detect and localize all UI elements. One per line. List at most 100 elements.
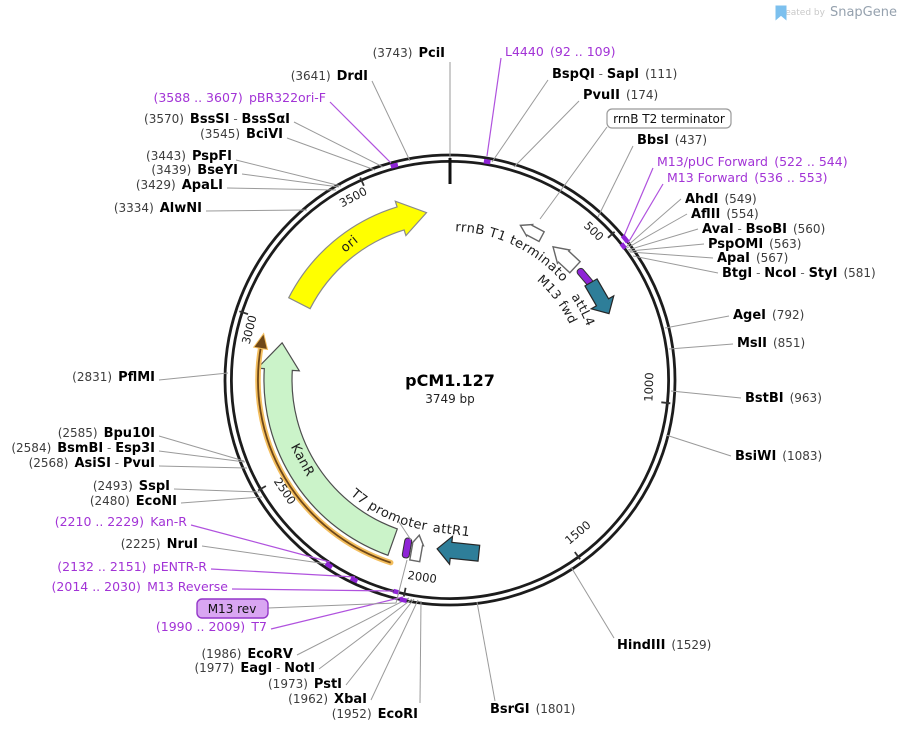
- primer-site-mark-T7[interactable]: [399, 597, 408, 604]
- enzyme-label-MslI[interactable]: MslI (851): [737, 336, 805, 351]
- enzyme-label-BsiWI[interactable]: BsiWI (1083): [735, 449, 822, 464]
- connector-line-PvuII: [513, 100, 580, 168]
- feature-attr1[interactable]: [436, 534, 481, 567]
- primer-label-M13-pUC-Forward[interactable]: M13/pUC Forward (522 .. 544): [657, 154, 848, 169]
- enzyme-label-PstI[interactable]: (1973) PstI: [268, 677, 342, 692]
- primer-line-M13-Reverse: [231, 588, 394, 592]
- connector-line-EcoRV: [296, 597, 410, 656]
- enzyme-label-HindIII[interactable]: HindIII (1529): [617, 638, 711, 653]
- enzyme-label-BssSI-BssS-I[interactable]: (3570) BssSI - BssSαI: [144, 112, 290, 127]
- connector-line-Bpu10I: [158, 435, 245, 462]
- connector-line-NruI: [201, 545, 328, 565]
- primer-line-T7: [270, 596, 404, 630]
- primer-label-M13-Reverse[interactable]: (2014 .. 2030) M13 Reverse: [52, 579, 229, 594]
- primer-site-mark-L4440[interactable]: [483, 158, 491, 165]
- connector-line-BtgI-NcoI-StyI: [632, 255, 719, 274]
- feature-attl4[interactable]: [580, 276, 621, 320]
- connector-line-BciVI: [286, 137, 376, 171]
- enzyme-label-PflMI[interactable]: (2831) PflMI: [72, 370, 155, 385]
- m13-rev-primer-glyph[interactable]: [401, 537, 413, 559]
- enzyme-label-ApaI[interactable]: ApaI (567): [717, 251, 788, 266]
- enzyme-label-BciVI[interactable]: (3545) BciVI: [200, 127, 283, 142]
- enzyme-label-PspOMI[interactable]: PspOMI (563): [708, 237, 801, 252]
- enzyme-label-BsmBI-Esp3I[interactable]: (2584) BsmBI - Esp3I: [11, 441, 155, 456]
- primer-label-T7[interactable]: (1990 .. 2009) T7: [156, 619, 267, 634]
- connector-line-BbsI: [597, 145, 634, 218]
- connector-line-MslI: [668, 343, 734, 350]
- enzyme-label-AgeI[interactable]: AgeI (792): [733, 308, 804, 323]
- rrnb-t1-terminator-glyph[interactable]: [547, 240, 582, 274]
- tick-label-2000: 2000: [407, 568, 438, 586]
- primer-line-Kan-R: [190, 524, 331, 563]
- m13-rev-box-label[interactable]: M13 rev: [208, 602, 257, 616]
- rrnb-t2-terminator-glyph[interactable]: [517, 220, 546, 243]
- primer-site-mark-pBR322ori-F[interactable]: [390, 162, 399, 169]
- enzyme-label-PspFI[interactable]: (3443) PspFI: [146, 149, 232, 164]
- tick-1000: [661, 401, 671, 405]
- connector-line-AgeI: [664, 315, 730, 329]
- enzyme-label-DrdI[interactable]: (3641) DrdI: [291, 69, 368, 84]
- enzyme-label-AlwNI[interactable]: (3334) AlwNI: [114, 201, 202, 216]
- rrnb-t2-terminator-box-label[interactable]: rrnB T2 terminator: [613, 112, 725, 126]
- enzyme-label-EagI-NotI[interactable]: (1977) EagI - NotI: [194, 661, 315, 676]
- enzyme-label-EcoRV[interactable]: (1986) EcoRV: [202, 647, 294, 662]
- connector-line-BspQI-SapI: [491, 79, 549, 163]
- enzyme-label-SspI[interactable]: (2493) SspI: [93, 479, 170, 494]
- connector-line-BsiWI: [665, 434, 732, 457]
- primer-line-M13-Forward: [627, 183, 664, 244]
- watermark: Created by SnapGene: [775, 5, 897, 21]
- enzyme-label-AsiSI-PvuI[interactable]: (2568) AsiSI - PvuI: [29, 456, 155, 471]
- rrnb-t2-terminator-box[interactable]: [606, 108, 732, 129]
- enzyme-label-BbsI[interactable]: BbsI (437): [637, 133, 707, 148]
- enzyme-label-Bpu10I[interactable]: (2585) Bpu10I: [58, 426, 155, 441]
- primer-label-pENTR-R[interactable]: (2132 .. 2151) pENTR-R: [57, 559, 207, 574]
- primer-label-Kan-R[interactable]: (2210 .. 2229) Kan-R: [55, 514, 188, 529]
- enzyme-label-EcoNI[interactable]: (2480) EcoNI: [90, 494, 177, 509]
- enzyme-label-BsrGI[interactable]: BsrGI (1801): [490, 702, 575, 717]
- primer-label-pBR322ori-F[interactable]: (3588 .. 3607) pBR322ori-F: [153, 90, 326, 105]
- enzyme-label-BstBI[interactable]: BstBI (963): [745, 391, 822, 406]
- enzyme-label-PvuII[interactable]: PvuII (174): [583, 88, 658, 103]
- tick-3500: [359, 177, 365, 187]
- feature-ori[interactable]: [287, 200, 428, 310]
- tick-2000: [402, 587, 407, 597]
- enzyme-label-AvaI-BsoBI[interactable]: AvaI - BsoBI (560): [702, 222, 825, 237]
- enzyme-label-BtgI-NcoI-StyI[interactable]: BtgI - NcoI - StyI (581): [722, 266, 876, 281]
- feature-kanr-outline-arrowhead: [252, 332, 269, 351]
- connector-line-AsiSI-PvuI: [158, 465, 248, 469]
- connector-line-BsrGI: [476, 601, 496, 702]
- enzyme-label-AflII[interactable]: AflII (554): [691, 207, 759, 222]
- tick-1500: [574, 551, 581, 560]
- primer-line-pENTR-R: [210, 568, 356, 578]
- watermark-brand: SnapGene: [829, 5, 897, 20]
- tick-3000: [239, 310, 249, 315]
- connector-line-AhdI: [625, 198, 682, 248]
- enzyme-label-AhdI[interactable]: AhdI (549): [685, 192, 757, 207]
- primer-site-mark-M13-Reverse[interactable]: [392, 588, 400, 595]
- primer-line-M13-pUC-Forward: [623, 167, 654, 237]
- primer-site-mark-pENTR-R[interactable]: [349, 576, 359, 584]
- tick-2500: [257, 485, 267, 492]
- connector-line-DrdI: [371, 80, 411, 162]
- primer-site-mark-M13-Forward[interactable]: [619, 242, 627, 250]
- enzyme-label-PciI[interactable]: (3743) PciI: [373, 46, 445, 61]
- primer-site-mark-M13-pUC-Forward[interactable]: [620, 234, 630, 244]
- connector-line-AflII: [626, 213, 688, 249]
- enzyme-label-EcoRI[interactable]: (1952) EcoRI: [332, 707, 418, 722]
- primer-label-M13-Forward[interactable]: M13 Forward (536 .. 553): [667, 170, 828, 185]
- watermark-created-by: Created by: [775, 7, 825, 18]
- t7-promoter-glyph[interactable]: [408, 533, 425, 563]
- m13-rev-box[interactable]: [196, 598, 269, 619]
- enzyme-label-XbaI[interactable]: (1962) XbaI: [288, 692, 367, 707]
- enzyme-label-ApaLI[interactable]: (3429) ApaLI: [136, 178, 223, 193]
- enzyme-label-NruI[interactable]: (2225) NruI: [121, 537, 198, 552]
- enzyme-label-BspQI-SapI[interactable]: BspQI - SapI (111): [552, 67, 677, 82]
- connector-line-AvaI-BsoBI: [627, 228, 699, 251]
- enzyme-label-BseYI[interactable]: (3439) BseYI: [151, 163, 238, 178]
- primer-label-L4440[interactable]: L4440 (92 .. 109): [505, 44, 615, 59]
- connector-line-HindIII: [570, 566, 615, 639]
- connector-line-EcoNI: [180, 496, 263, 504]
- tick-label-3000: 3000: [239, 314, 260, 346]
- primer-site-mark-Kan-R[interactable]: [324, 561, 334, 570]
- connector-line-BseYI: [241, 173, 340, 188]
